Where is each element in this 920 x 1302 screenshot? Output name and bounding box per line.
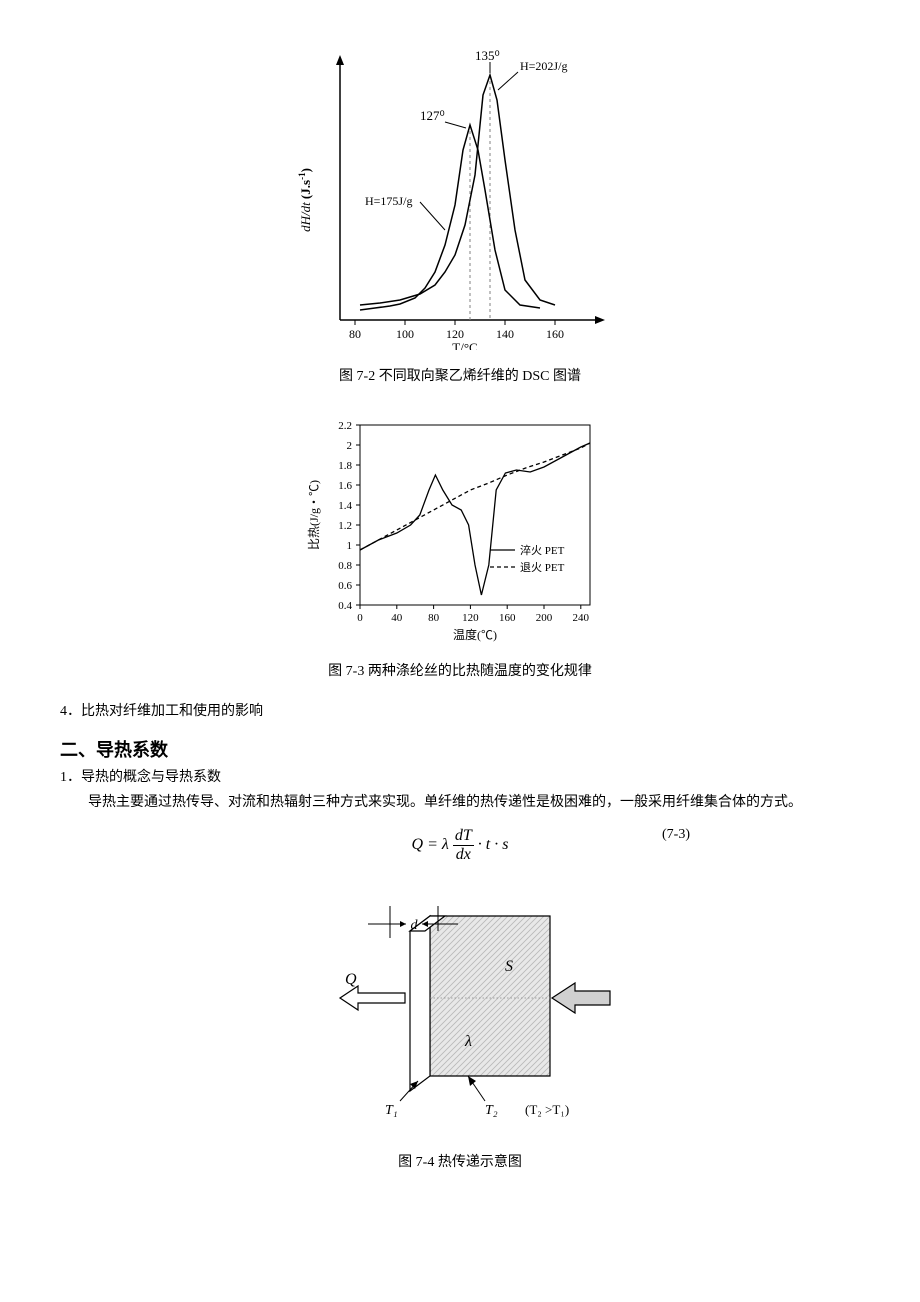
- figure-7-4: d S λ Q T₁ T₂ (T₂ >T₁): [60, 876, 860, 1141]
- svg-text:240: 240: [573, 612, 590, 624]
- series1-leader: [420, 202, 445, 230]
- figure-7-2-caption: 图 7-2 不同取向聚乙烯纤维的 DSC 图谱: [60, 365, 860, 385]
- svg-text:1.4: 1.4: [338, 500, 352, 512]
- svg-text:200: 200: [536, 612, 553, 624]
- peak1-label: 127⁰: [420, 108, 445, 123]
- svg-text:0.8: 0.8: [338, 560, 352, 572]
- slab-front-face: [430, 916, 550, 1076]
- heat-transfer-diagram-svg: d S λ Q T₁ T₂ (T₂ >T₁): [290, 876, 630, 1136]
- svg-text:2.2: 2.2: [338, 420, 352, 432]
- slab-side-face: [410, 916, 430, 1091]
- label-lambda: λ: [464, 1033, 472, 1050]
- svg-text:0.4: 0.4: [338, 600, 352, 612]
- label-Q: Q: [345, 971, 357, 988]
- svg-text:1.8: 1.8: [338, 460, 352, 472]
- equation-formula: Q = λ dTdx · t · s: [412, 836, 509, 853]
- xtick-120: 120: [446, 327, 464, 341]
- svg-text:160: 160: [499, 612, 516, 624]
- x-ticks: 80 100 120 140 160: [349, 320, 564, 341]
- figure-7-3-caption: 图 7-3 两种涤纶丝的比热随温度的变化规律: [60, 660, 860, 680]
- y-ticks: 0.4 0.6 0.8 1 1.2 1.4 1.6 1.8 2 2.2: [338, 420, 360, 612]
- item-1-heading: 1．导热的概念与导热系数: [60, 766, 860, 786]
- svg-text:120: 120: [462, 612, 479, 624]
- x-axis-label-2: 温度(℃): [453, 627, 497, 642]
- figure-7-2: 80 100 120 140 160 127⁰ 135⁰ H=175J/g H=…: [60, 30, 860, 355]
- svg-text:0.6: 0.6: [338, 580, 352, 592]
- label-S: S: [505, 958, 513, 975]
- svg-text:2: 2: [347, 440, 353, 452]
- label-condition: (T₂ >T₁): [525, 1102, 569, 1117]
- svg-text:1: 1: [347, 540, 353, 552]
- legend-solid: 淬火 PET: [520, 543, 565, 557]
- specific-heat-chart-svg: 0.4 0.6 0.8 1 1.2 1.4 1.6 1.8 2 2.2 0 40…: [290, 405, 630, 645]
- legend-dashed: 退火 PET: [520, 561, 565, 574]
- y-axis-arrow: [336, 55, 344, 65]
- incoming-arrow: [552, 983, 610, 1013]
- figure-7-3: 0.4 0.6 0.8 1 1.2 1.4 1.6 1.8 2 2.2 0 40…: [60, 405, 860, 650]
- series1-h-label: H=175J/g: [365, 194, 412, 208]
- series2-h-label: H=202J/g: [520, 59, 567, 73]
- xtick-140: 140: [496, 327, 514, 341]
- y-axis-label: dH/dt (J.s-1): [297, 168, 313, 232]
- series2-leader: [498, 72, 518, 90]
- legend: 淬火 PET 退火 PET: [490, 543, 565, 574]
- svg-text:1.2: 1.2: [338, 520, 352, 532]
- figure-7-4-caption: 图 7-4 热传递示意图: [60, 1151, 860, 1171]
- xtick-100: 100: [396, 327, 414, 341]
- x-axis-arrow: [595, 316, 605, 324]
- q-arrow: [340, 986, 405, 1010]
- peak2-label: 135⁰: [475, 48, 500, 63]
- item-4-heading: 4．比热对纤维加工和使用的影响: [60, 700, 860, 720]
- svg-text:1.6: 1.6: [338, 480, 352, 492]
- equation-7-3: Q = λ dTdx · t · s (7-3): [60, 827, 860, 864]
- equation-number: (7-3): [662, 827, 690, 843]
- xtick-160: 160: [546, 327, 564, 341]
- label-d: d: [411, 918, 419, 933]
- xtick-80: 80: [349, 327, 361, 341]
- x-axis-label: T/°C: [452, 340, 477, 350]
- label-T2: T₂: [485, 1103, 498, 1118]
- dsc-chart-svg: 80 100 120 140 160 127⁰ 135⁰ H=175J/g H=…: [280, 30, 640, 350]
- paragraph-1: 导热主要通过热传导、对流和热辐射三种方式来实现。单纤维的热传递性是极困难的，一般…: [60, 790, 860, 815]
- svg-text:0: 0: [357, 612, 363, 624]
- plot-border: [360, 425, 590, 605]
- section-2-title: 二、导热系数: [60, 736, 860, 762]
- y-axis-label-2: 比热(J/g・℃): [307, 480, 321, 550]
- svg-text:80: 80: [428, 612, 440, 624]
- svg-text:40: 40: [391, 612, 403, 624]
- peak1-leader: [445, 122, 466, 128]
- x-ticks-2: 0 40 80 120 160 200 240: [357, 605, 589, 624]
- label-T1: T₁: [385, 1103, 398, 1118]
